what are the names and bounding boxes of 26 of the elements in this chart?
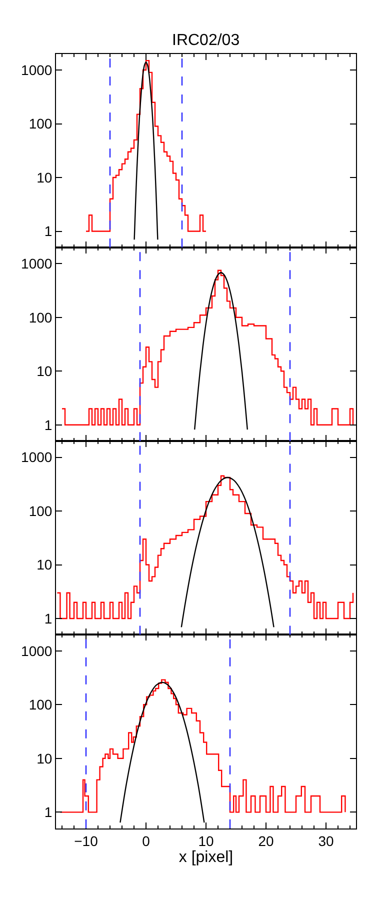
y-tick-label: 100 xyxy=(28,309,52,326)
y-tick-label: 10 xyxy=(36,556,52,573)
y-tick-label: 1 xyxy=(44,416,52,433)
x-tick-label: 20 xyxy=(258,833,274,850)
y-tick-label: 100 xyxy=(28,502,52,519)
y-tick-label: 1 xyxy=(44,223,52,240)
y-tick-label: 10 xyxy=(36,750,52,766)
line-series xyxy=(194,272,248,430)
y-tick-label: 1000 xyxy=(21,62,52,78)
y-tick-label: 1000 xyxy=(21,256,52,272)
x-tick-label: 10 xyxy=(198,833,214,850)
y-tick-label: 100 xyxy=(28,116,52,132)
y-tick-label: 1000 xyxy=(21,642,52,659)
y-tick-label: 1 xyxy=(44,804,52,820)
line-series xyxy=(120,682,205,824)
y-tick-label: 1000 xyxy=(21,449,52,466)
x-tick-label: 30 xyxy=(318,833,334,850)
x-tick-label: −10 xyxy=(74,833,98,850)
x-axis-title: x [pixel] xyxy=(178,849,234,866)
line-series xyxy=(180,476,274,628)
chart-title: IRC02/03 xyxy=(172,32,240,49)
y-tick-label: 10 xyxy=(36,169,52,186)
y-tick-label: 100 xyxy=(28,696,52,713)
y-tick-label: 10 xyxy=(36,363,52,380)
x-tick-label: 0 xyxy=(142,833,150,850)
y-tick-label: 1 xyxy=(44,610,52,626)
